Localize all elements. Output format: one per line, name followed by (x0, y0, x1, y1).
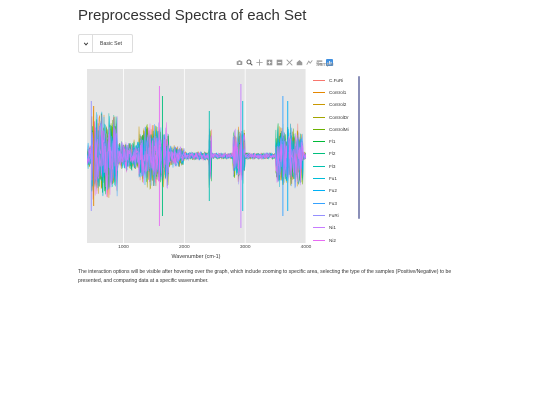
camera-icon[interactable] (236, 59, 243, 66)
plot-area[interactable] (87, 69, 306, 243)
legend-label: Fu1 (329, 176, 337, 182)
legend-title: Sample (316, 62, 334, 68)
legend-swatch (313, 79, 325, 81)
legend-label: Fu2 (329, 188, 337, 194)
legend-item[interactable]: Ni2 (313, 234, 357, 242)
legend-swatch (313, 153, 325, 155)
series-line-ni2[interactable] (87, 114, 306, 197)
legend-item[interactable]: Fu2 (313, 185, 357, 197)
legend-swatch (313, 227, 325, 229)
legend-item[interactable]: ControlDr (313, 111, 357, 123)
legend-label: ControlDr (329, 114, 349, 120)
spike-lines-icon[interactable] (306, 59, 313, 66)
legend-swatch (313, 239, 325, 241)
legend-label: Ni1 (329, 225, 336, 231)
legend-swatch (313, 190, 325, 192)
legend-item[interactable]: Ni1 (313, 222, 357, 234)
legend-label: Ni2 (329, 237, 336, 243)
zoom-out-icon[interactable] (276, 59, 283, 66)
legend-item[interactable]: Fu3 (313, 197, 357, 209)
legend-item[interactable]: Control1 (313, 86, 357, 98)
zoom-icon[interactable] (246, 59, 253, 66)
instructions-note: The interaction options will be visible … (78, 269, 452, 284)
legend-item[interactable]: C.FuRi (313, 74, 357, 86)
series-line-ni1[interactable] (87, 116, 306, 191)
legend-label: C.FuRi (329, 77, 344, 83)
legend: C.FuRi Control1 Control2 ControlDr ControlMi… (313, 74, 357, 242)
legend-item[interactable]: ControlMi (313, 123, 357, 135)
x-tick-label: 4000 (300, 245, 312, 250)
legend-item[interactable]: Fl1 (313, 135, 357, 147)
pan-icon[interactable] (256, 59, 263, 66)
page-title: Preprocessed Spectra of each Set (78, 7, 307, 24)
plotly-logo-icon[interactable] (326, 59, 333, 66)
legend-item[interactable]: Fl3 (313, 160, 357, 172)
set-dropdown[interactable]: Basic Set (78, 34, 133, 53)
hover-compare-icon[interactable] (316, 59, 323, 66)
legend-item[interactable]: Control2 (313, 99, 357, 111)
legend-label: Fl2 (329, 151, 336, 157)
legend-item[interactable]: FuRi (313, 209, 357, 221)
plot-modebar (236, 58, 333, 67)
zoom-in-icon[interactable] (266, 59, 273, 66)
autoscale-icon[interactable] (286, 59, 293, 66)
legend-swatch (313, 116, 325, 118)
legend-item[interactable]: Fl2 (313, 148, 357, 160)
x-axis-label: Wavenumber (cm-1) (171, 254, 221, 260)
legend-label: Control2 (329, 102, 347, 108)
legend-swatch (313, 128, 325, 130)
legend-label: ControlMi (329, 126, 349, 132)
legend-swatch (313, 91, 325, 93)
spectra-svg (87, 69, 306, 243)
x-tick-label: 3000 (239, 245, 251, 250)
x-tick-label: 1000 (118, 245, 129, 250)
chevron-down-icon[interactable] (79, 35, 93, 52)
legend-swatch (313, 178, 325, 180)
dropdown-selected-label: Basic Set (100, 40, 122, 47)
legend-label: Fl3 (329, 163, 336, 169)
legend-label: Fl1 (329, 139, 336, 145)
legend-item[interactable]: Fu1 (313, 172, 357, 184)
series-line-furi[interactable] (87, 114, 306, 199)
legend-label: Fu3 (329, 200, 337, 206)
legend-swatch (313, 104, 325, 106)
home-icon[interactable] (296, 59, 303, 66)
legend-label: Control1 (329, 89, 347, 95)
legend-swatch (313, 214, 325, 216)
legend-label: FuRi (329, 212, 339, 218)
legend-swatch (313, 202, 325, 204)
x-tick-label: 2000 (178, 245, 190, 250)
legend-swatch (313, 141, 325, 143)
legend-scrollbar[interactable] (358, 76, 360, 219)
legend-swatch (313, 165, 325, 167)
